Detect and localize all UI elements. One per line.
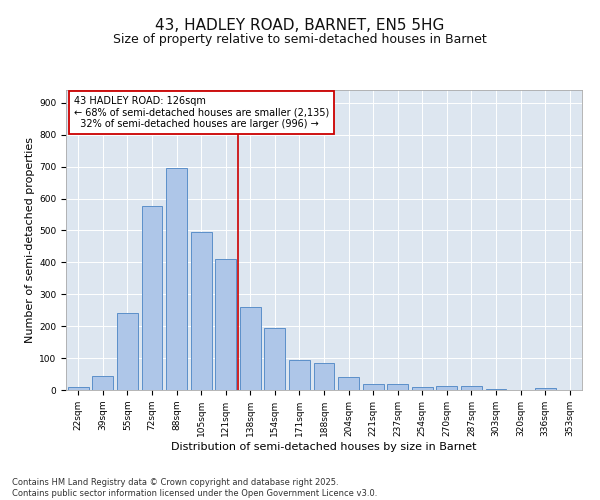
- Bar: [68, 387, 89, 390]
- Bar: [362, 384, 383, 390]
- Bar: [436, 386, 457, 390]
- Text: 43, HADLEY ROAD, BARNET, EN5 5HG: 43, HADLEY ROAD, BARNET, EN5 5HG: [155, 18, 445, 32]
- Y-axis label: Number of semi-detached properties: Number of semi-detached properties: [25, 137, 35, 343]
- Bar: [412, 387, 433, 390]
- Bar: [240, 307, 261, 390]
- Bar: [265, 328, 286, 390]
- Bar: [338, 377, 359, 390]
- Bar: [461, 386, 482, 390]
- Bar: [215, 259, 236, 390]
- Bar: [289, 360, 310, 390]
- Bar: [314, 363, 334, 390]
- Bar: [387, 384, 408, 390]
- Bar: [92, 376, 113, 390]
- Text: 43 HADLEY ROAD: 126sqm
← 68% of semi-detached houses are smaller (2,135)
  32% o: 43 HADLEY ROAD: 126sqm ← 68% of semi-det…: [74, 96, 329, 129]
- X-axis label: Distribution of semi-detached houses by size in Barnet: Distribution of semi-detached houses by …: [171, 442, 477, 452]
- Text: Contains HM Land Registry data © Crown copyright and database right 2025.
Contai: Contains HM Land Registry data © Crown c…: [12, 478, 377, 498]
- Bar: [191, 232, 212, 390]
- Bar: [142, 206, 163, 390]
- Bar: [166, 168, 187, 390]
- Text: Size of property relative to semi-detached houses in Barnet: Size of property relative to semi-detach…: [113, 32, 487, 46]
- Bar: [535, 388, 556, 390]
- Bar: [117, 314, 138, 390]
